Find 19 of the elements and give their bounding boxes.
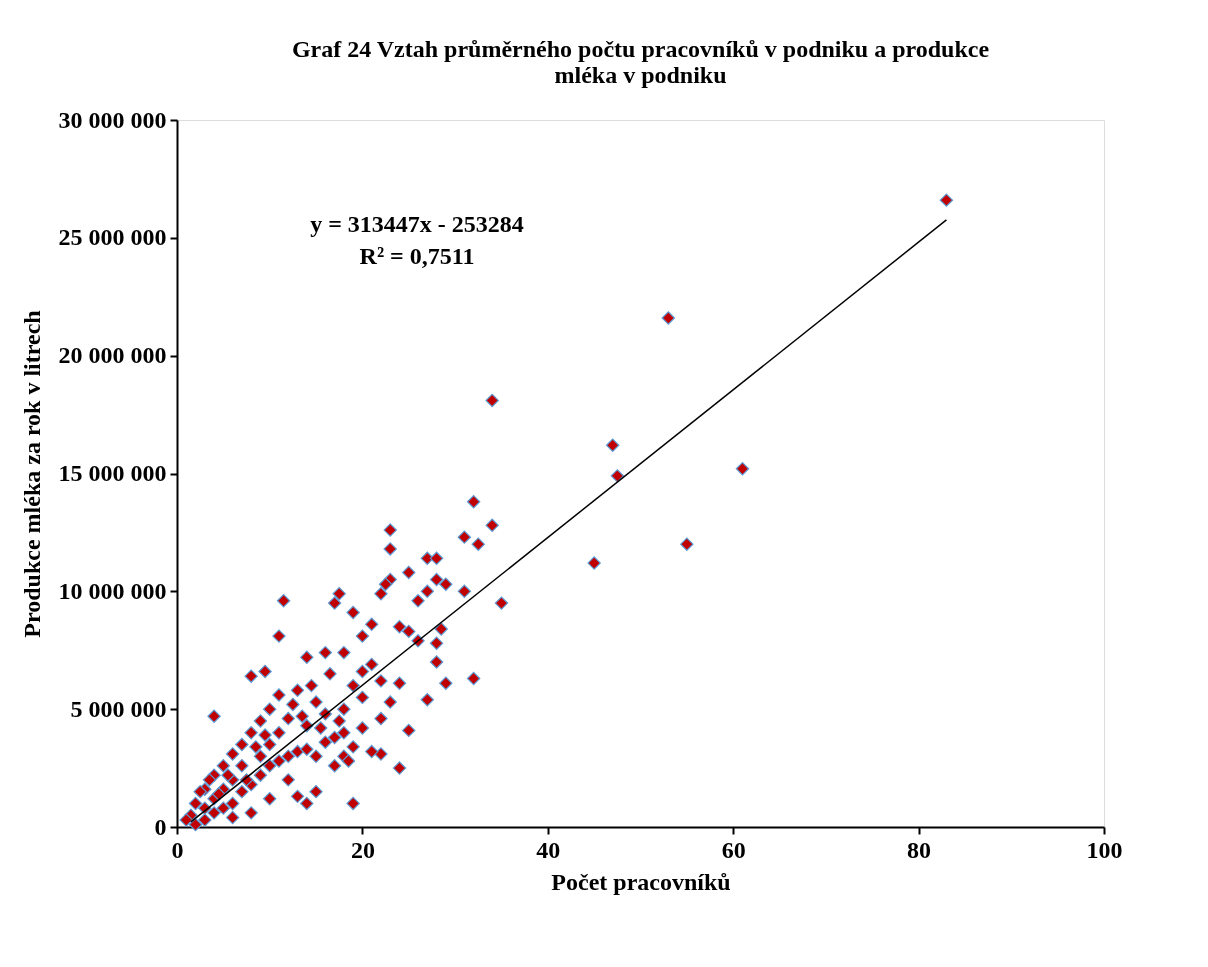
- y-axis-title: Produkce mléka za rok v litrech: [18, 310, 45, 638]
- annotation: y = 313447x - 253284: [310, 211, 524, 237]
- y-tick-label: 25 000 000: [58, 224, 167, 251]
- x-tick-label: 100: [1086, 836, 1123, 863]
- y-tick-label: 30 000 000: [58, 106, 167, 133]
- text: Graf 24 Vztah průměrného počtu pracovníků v podniku a produkce: [291, 36, 990, 62]
- x-tick-label: 0: [171, 836, 184, 863]
- y-tick-label: 0: [154, 813, 167, 840]
- x-tick-label: 60: [721, 836, 746, 863]
- y-tick-label: 5 000 000: [70, 695, 167, 722]
- x-tick-label: 20: [350, 836, 375, 863]
- x-tick-label: 80: [907, 836, 932, 863]
- x-tick-label: 40: [536, 836, 561, 863]
- x-axis-title: Počet pracovníků: [551, 868, 731, 895]
- y-tick-label: 10 000 000: [58, 577, 167, 604]
- text: mléka v podniku: [554, 62, 727, 88]
- y-tick-label: 20 000 000: [58, 342, 167, 369]
- y-tick-label: 15 000 000: [58, 460, 167, 486]
- annotation: R² = 0,7511: [359, 243, 475, 269]
